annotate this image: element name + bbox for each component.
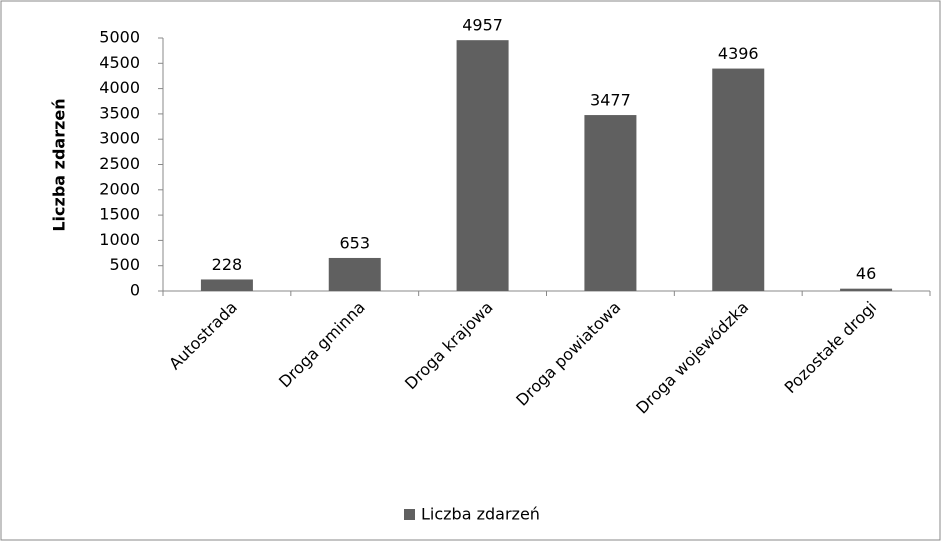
bar bbox=[200, 279, 253, 291]
y-tick-label: 4500 bbox=[99, 53, 140, 72]
data-label: 4396 bbox=[718, 44, 759, 63]
data-label: 3477 bbox=[590, 91, 631, 110]
bar bbox=[328, 257, 381, 291]
y-tick-label: 3500 bbox=[99, 103, 140, 122]
y-tick-label: 4000 bbox=[99, 78, 140, 97]
y-tick-label: 1000 bbox=[99, 230, 140, 249]
data-label: 653 bbox=[339, 233, 370, 252]
data-label: 228 bbox=[212, 255, 243, 274]
y-tick-label: 2000 bbox=[99, 179, 140, 198]
bar bbox=[712, 68, 765, 291]
data-label: 4957 bbox=[462, 16, 503, 35]
y-tick-label: 5000 bbox=[99, 28, 140, 47]
legend-label: Liczba zdarzeń bbox=[421, 505, 540, 524]
data-label: 46 bbox=[856, 264, 876, 283]
bar bbox=[584, 115, 637, 291]
y-tick-label: 2500 bbox=[99, 154, 140, 173]
y-tick-label: 1500 bbox=[99, 205, 140, 224]
y-axis-title: Liczba zdarzeń bbox=[50, 98, 69, 231]
bar bbox=[456, 40, 509, 292]
y-tick-label: 500 bbox=[109, 255, 140, 274]
y-tick-label: 3000 bbox=[99, 129, 140, 148]
bar bbox=[840, 288, 893, 291]
legend-swatch bbox=[404, 509, 415, 520]
y-tick-label: 0 bbox=[130, 281, 140, 300]
